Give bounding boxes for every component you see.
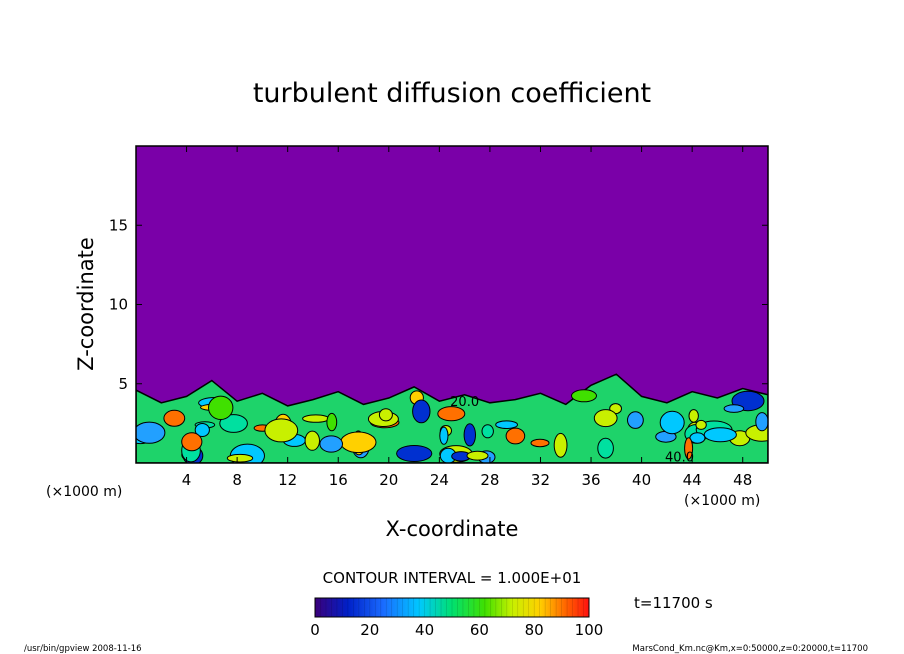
x-tick-label: 48 <box>733 471 752 489</box>
eddy-contour <box>466 450 489 461</box>
colorbar-tick-label: 60 <box>470 621 489 639</box>
eddy-contour <box>181 432 203 452</box>
eddy-contour <box>703 427 737 443</box>
contour-interval-label: CONTOUR INTERVAL = 1.000E+01 <box>323 569 582 587</box>
x-tick-label: 28 <box>480 471 499 489</box>
colorbar-tick-label: 100 <box>575 621 604 639</box>
turbulent-layer <box>136 373 768 463</box>
eddy-contour <box>684 437 694 460</box>
colorbar-tick-label: 40 <box>415 621 434 639</box>
x-tick-label: 20 <box>379 471 398 489</box>
eddy-contour <box>378 408 393 422</box>
eddy-contour <box>219 414 248 433</box>
eddy-contour <box>495 420 519 430</box>
x-tick-label: 16 <box>329 471 348 489</box>
x-tick-label: 12 <box>278 471 297 489</box>
eddy-contour <box>723 404 745 413</box>
eddy-contour <box>463 423 476 447</box>
colorbar-ticks: 0 20 40 60 80 100 <box>310 621 603 639</box>
eddy-contour <box>326 412 338 432</box>
eddy-contour <box>226 453 254 463</box>
eddy-contour <box>481 424 494 439</box>
y-unit-label: (×1000 m) <box>46 484 122 500</box>
footer-right: MarsCond_Km.nc@Km,x=0:50000,z=0:20000,t=… <box>632 644 868 654</box>
eddy-contour <box>755 412 768 432</box>
y-axis-label: Z-coordinate <box>74 237 98 371</box>
y-tick-label: 10 <box>109 296 128 314</box>
colorbar-bands <box>320 598 584 617</box>
eddy-contour <box>530 438 550 448</box>
x-axis: 4 8 12 16 20 24 28 32 36 40 44 48 <box>182 146 752 489</box>
contour-labels: 20.0 40.0 <box>450 395 694 465</box>
eddy-contour <box>571 389 597 403</box>
eddy-contour <box>136 421 166 444</box>
eddy-contour <box>553 432 568 458</box>
contour-label: 20.0 <box>450 395 479 410</box>
y-axis: 5 10 15 <box>109 216 768 393</box>
x-tick-label: 8 <box>232 471 242 489</box>
x-tick-label: 32 <box>531 471 550 489</box>
eddy-contour <box>439 426 449 445</box>
eddy-contour <box>627 411 644 429</box>
eddy-contour <box>695 419 707 430</box>
x-tick-label: 40 <box>632 471 651 489</box>
contour-label: 40.0 <box>665 450 694 465</box>
eddy-contour <box>688 409 699 423</box>
footer-left: /usr/bin/gpview 2008-11-16 <box>24 644 142 654</box>
eddy-contour <box>319 435 344 453</box>
eddy-contour <box>194 423 210 437</box>
x-tick-label: 4 <box>182 471 192 489</box>
eddy-contour <box>208 395 234 420</box>
x-axis-label: X-coordinate <box>386 517 519 541</box>
eddy-contour <box>412 399 431 424</box>
x-tick-label: 44 <box>683 471 702 489</box>
colorbar-tick-label: 0 <box>310 621 320 639</box>
eddy-contour <box>302 414 330 423</box>
eddy-contour <box>340 431 377 454</box>
eddy-contour <box>437 406 466 422</box>
eddy-contour <box>597 437 614 459</box>
eddy-contour <box>593 409 618 428</box>
eddy-contour <box>396 445 433 462</box>
x-unit-label: (×1000 m) <box>684 493 760 509</box>
eddy-contour <box>505 427 526 445</box>
x-tick-label: 24 <box>430 471 449 489</box>
colorbar-tick-label: 80 <box>525 621 544 639</box>
eddy-contour <box>163 409 186 427</box>
eddy-contour <box>304 430 320 451</box>
chart-title: turbulent diffusion coefficient <box>253 78 651 109</box>
eddy-contour <box>659 410 685 435</box>
x-tick-label: 36 <box>581 471 600 489</box>
eddy-contour <box>264 418 299 443</box>
colorbar <box>314 597 590 618</box>
time-label: t=11700 s <box>634 594 713 612</box>
y-tick-label: 15 <box>109 216 128 234</box>
colorbar-tick-label: 20 <box>360 621 379 639</box>
y-tick-label: 5 <box>118 375 128 393</box>
